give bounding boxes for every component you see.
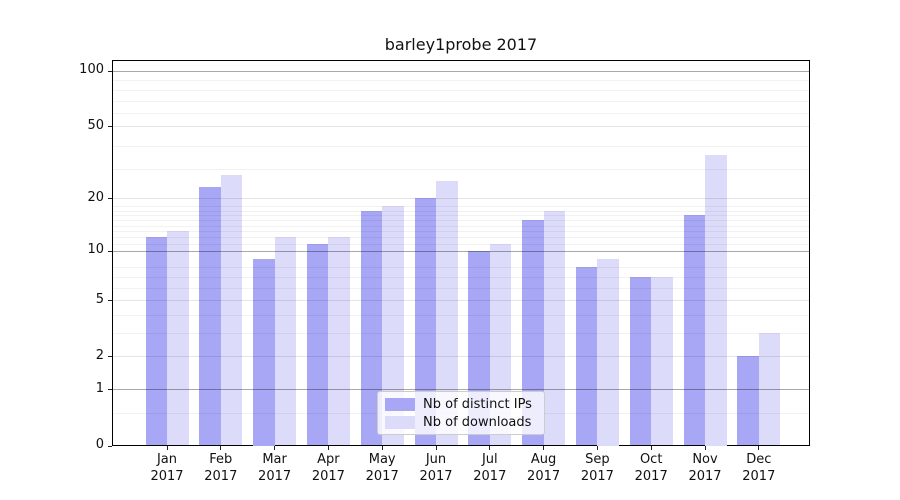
bar-distinct-ips-feb <box>199 187 221 446</box>
y-axis-tick-mark <box>108 300 112 301</box>
bar-distinct-ips-aug <box>522 220 544 446</box>
bar-downloads-oct <box>651 276 673 446</box>
bar-downloads-jun <box>436 180 458 446</box>
legend-swatch-distinct-ips-icon <box>385 397 415 411</box>
x-axis-tick-mark <box>704 446 706 450</box>
legend-label-distinct-ips: Nb of distinct IPs <box>423 396 532 412</box>
y-axis-tick-label: 1 <box>95 380 104 396</box>
x-axis-tick-year: 2017 <box>688 468 722 484</box>
bar-distinct-ips-apr <box>306 243 329 446</box>
x-axis-tick-label: Feb 2017 <box>189 452 253 485</box>
bar-distinct-ips-sep <box>575 267 598 446</box>
x-axis-tick-mark <box>166 446 168 450</box>
x-axis-tick-mark <box>543 446 545 450</box>
x-axis-tick-year: 2017 <box>473 468 507 484</box>
y-axis-tick-label: 100 <box>79 62 104 78</box>
y-axis-tick-label: 20 <box>87 189 104 205</box>
legend-swatch-downloads-icon <box>385 415 415 429</box>
x-axis-tick-mark <box>758 446 760 450</box>
legend-item-downloads: Nb of downloads <box>385 415 537 430</box>
bar-downloads-feb <box>220 174 243 446</box>
bar-distinct-ips-oct <box>629 276 652 446</box>
x-axis-tick-mark <box>435 446 437 450</box>
y-axis-tick-label: 2 <box>95 347 104 363</box>
x-axis-tick-mark <box>274 446 276 450</box>
legend-item-distinct-ips: Nb of distinct IPs <box>385 397 537 412</box>
x-axis-tick-label: Apr 2017 <box>296 452 360 485</box>
x-axis-tick-label: Mar 2017 <box>243 452 307 485</box>
x-axis-tick-year: 2017 <box>742 468 776 484</box>
bar-distinct-ips-jun <box>414 198 436 446</box>
bar-distinct-ips-mar <box>253 258 275 446</box>
x-axis-tick-year: 2017 <box>527 468 561 484</box>
plot-area <box>112 60 810 446</box>
legend-label-downloads: Nb of downloads <box>423 414 532 430</box>
bar-downloads-dec <box>758 332 781 446</box>
x-axis-tick-mark <box>381 446 383 450</box>
bar-downloads-mar <box>274 237 297 446</box>
bars-layer <box>113 61 809 446</box>
y-axis-tick-label: 10 <box>87 242 104 258</box>
bar-downloads-sep <box>597 258 619 446</box>
x-axis-tick-label: Jul 2017 <box>458 452 522 485</box>
x-axis-tick-year: 2017 <box>150 468 184 484</box>
x-axis-tick-mark <box>650 446 652 450</box>
bar-distinct-ips-jan <box>145 237 167 446</box>
x-axis-tick-year: 2017 <box>204 468 238 484</box>
x-axis-tick-year: 2017 <box>419 468 453 484</box>
x-axis-tick-year: 2017 <box>311 468 345 484</box>
chart-title: barley1probe 2017 <box>384 35 538 54</box>
x-axis-tick-label: Dec 2017 <box>727 452 791 485</box>
x-axis-tick-mark <box>220 446 222 450</box>
x-axis-tick-label: Oct 2017 <box>619 452 683 485</box>
x-axis-tick-mark <box>596 446 598 450</box>
x-axis-tick-label: Sep 2017 <box>565 452 629 485</box>
bar-downloads-aug <box>543 210 566 446</box>
bar-downloads-nov <box>705 154 727 446</box>
x-axis-tick-mark <box>327 446 329 450</box>
bar-distinct-ips-nov <box>683 215 705 446</box>
y-axis-tick-mark <box>108 198 112 200</box>
x-axis-tick-label: Jun 2017 <box>404 452 468 485</box>
bar-downloads-may <box>382 206 404 446</box>
x-axis-tick-year: 2017 <box>634 468 668 484</box>
x-axis-tick-label: Nov 2017 <box>673 452 737 485</box>
bar-distinct-ips-may <box>360 210 383 446</box>
y-axis-tick-mark <box>108 126 112 128</box>
y-axis-tick-mark <box>108 250 112 252</box>
y-axis-tick-mark <box>108 389 112 391</box>
x-axis-tick-label: May 2017 <box>350 452 414 485</box>
y-axis-tick-mark <box>108 70 112 72</box>
x-axis-tick-label: Jan 2017 <box>135 452 199 485</box>
y-axis-tick-label: 5 <box>95 291 104 307</box>
bar-distinct-ips-dec <box>737 356 759 446</box>
bar-downloads-apr <box>328 237 350 446</box>
bar-downloads-jan <box>167 231 189 446</box>
legend: Nb of distinct IPs Nb of downloads <box>377 391 545 435</box>
x-axis-tick-mark <box>489 446 491 450</box>
y-axis-tick-mark <box>108 445 112 447</box>
y-axis-tick-label: 0 <box>95 437 104 452</box>
y-axis-tick-label: 50 <box>87 117 104 133</box>
x-axis-tick-year: 2017 <box>258 468 292 484</box>
x-axis-tick-year: 2017 <box>365 468 399 484</box>
x-axis-tick-year: 2017 <box>580 468 614 484</box>
x-axis-tick-label: Aug 2017 <box>512 452 576 485</box>
y-axis-tick-mark <box>108 356 112 358</box>
